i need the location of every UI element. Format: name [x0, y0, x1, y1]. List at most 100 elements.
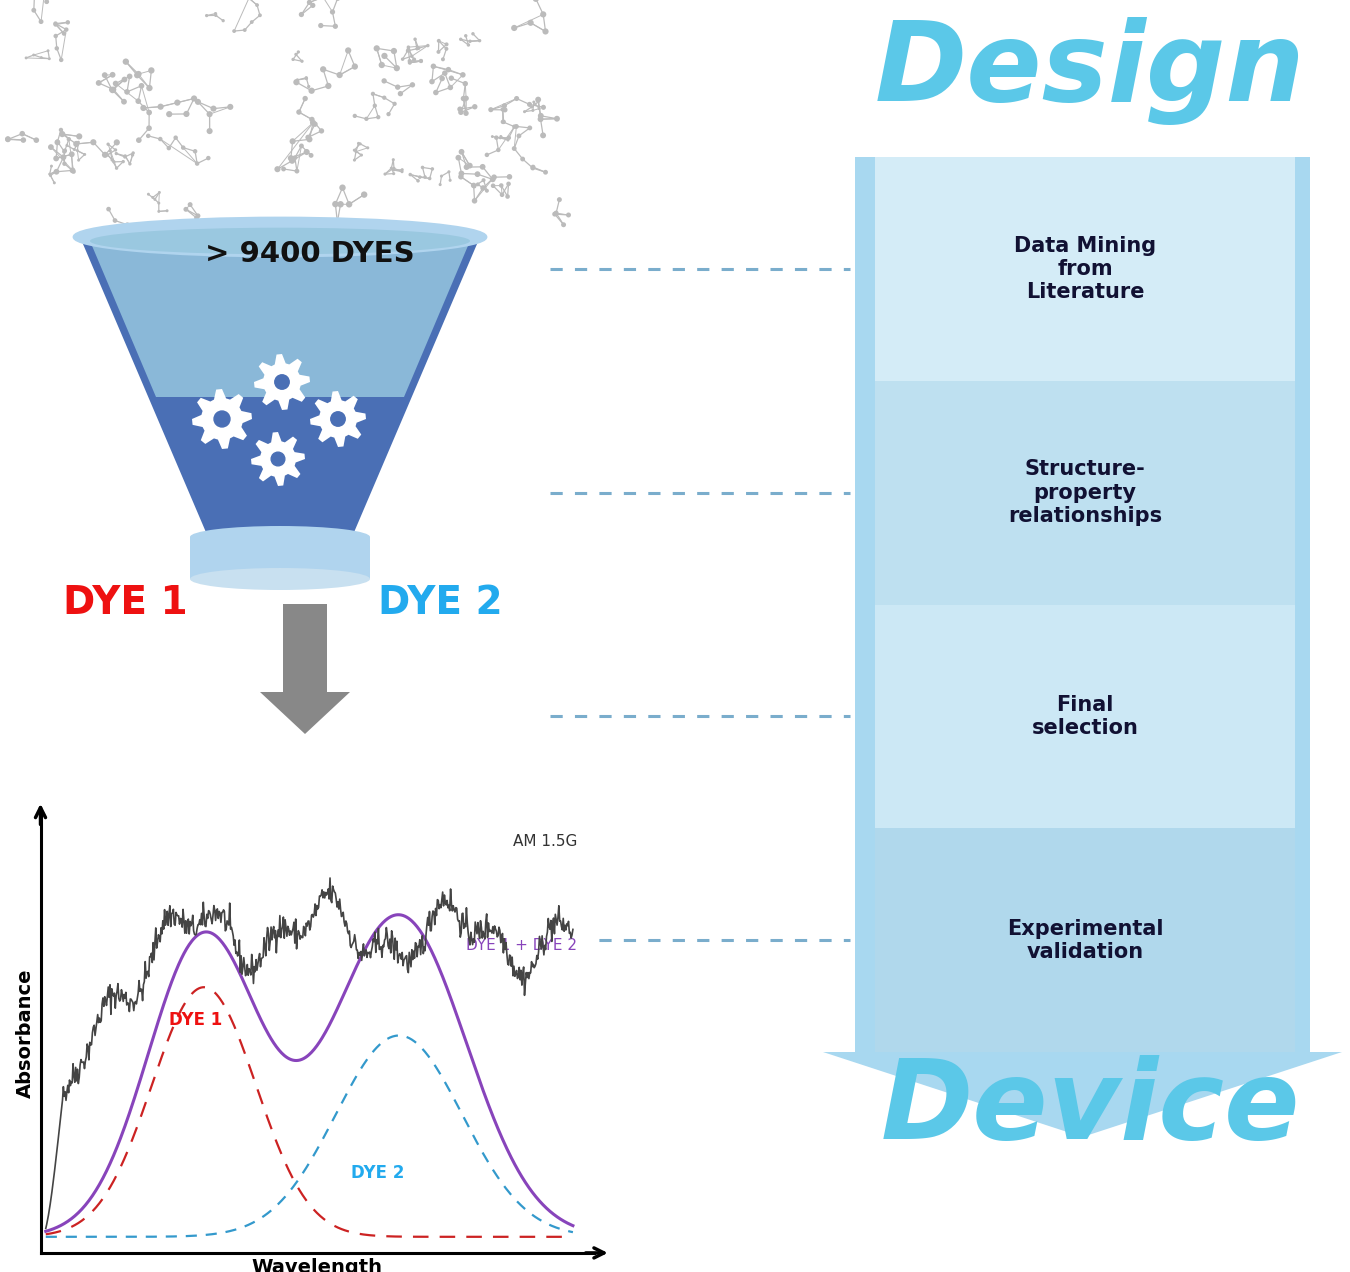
Circle shape	[112, 160, 116, 164]
Circle shape	[128, 163, 131, 165]
Circle shape	[352, 64, 358, 70]
Circle shape	[500, 192, 505, 197]
Circle shape	[207, 156, 211, 160]
Circle shape	[126, 223, 130, 228]
Circle shape	[109, 86, 115, 93]
Circle shape	[215, 14, 217, 17]
Circle shape	[482, 178, 486, 182]
Circle shape	[54, 23, 58, 27]
Circle shape	[146, 85, 153, 92]
Ellipse shape	[190, 569, 370, 590]
Circle shape	[537, 113, 544, 118]
Circle shape	[392, 172, 396, 176]
Circle shape	[115, 151, 117, 155]
Circle shape	[401, 170, 404, 173]
Circle shape	[124, 89, 130, 94]
Circle shape	[427, 43, 429, 47]
Circle shape	[522, 111, 526, 113]
Circle shape	[531, 106, 533, 108]
Circle shape	[485, 188, 489, 193]
Circle shape	[460, 73, 466, 78]
Circle shape	[459, 38, 463, 41]
Circle shape	[506, 174, 512, 179]
FancyBboxPatch shape	[875, 380, 1295, 604]
Circle shape	[140, 104, 147, 111]
Circle shape	[113, 149, 117, 151]
Circle shape	[433, 90, 439, 95]
Circle shape	[158, 191, 161, 193]
Circle shape	[109, 88, 116, 93]
Circle shape	[54, 140, 61, 145]
Circle shape	[47, 57, 51, 60]
Circle shape	[69, 151, 74, 158]
Circle shape	[514, 125, 518, 128]
Circle shape	[135, 71, 142, 78]
Circle shape	[305, 76, 308, 80]
Circle shape	[335, 219, 340, 225]
Circle shape	[554, 116, 560, 122]
Circle shape	[135, 98, 142, 104]
Circle shape	[459, 170, 464, 177]
Circle shape	[59, 57, 63, 62]
Circle shape	[540, 132, 545, 139]
Circle shape	[62, 32, 66, 36]
Circle shape	[134, 73, 140, 79]
Circle shape	[294, 169, 300, 173]
Circle shape	[109, 73, 116, 78]
Text: Structure-
property
relationships: Structure- property relationships	[1008, 459, 1162, 525]
Circle shape	[537, 107, 540, 111]
Circle shape	[491, 135, 494, 137]
Circle shape	[108, 149, 112, 153]
Circle shape	[406, 50, 409, 52]
Circle shape	[227, 104, 234, 109]
Polygon shape	[855, 156, 1310, 1052]
Circle shape	[115, 167, 119, 170]
Circle shape	[441, 57, 446, 61]
Circle shape	[298, 11, 304, 17]
Circle shape	[111, 158, 113, 162]
Circle shape	[332, 201, 339, 207]
Circle shape	[471, 32, 475, 36]
Circle shape	[296, 109, 301, 114]
Circle shape	[444, 47, 448, 51]
Circle shape	[439, 183, 441, 186]
Circle shape	[105, 153, 109, 156]
Circle shape	[147, 193, 150, 196]
Circle shape	[302, 95, 308, 102]
Circle shape	[62, 162, 66, 165]
Circle shape	[107, 142, 109, 146]
Circle shape	[63, 28, 69, 32]
Circle shape	[24, 56, 27, 60]
Circle shape	[506, 182, 510, 186]
Circle shape	[31, 8, 36, 13]
Circle shape	[364, 117, 369, 121]
Circle shape	[352, 149, 356, 151]
Circle shape	[528, 126, 532, 130]
Circle shape	[552, 211, 558, 216]
Circle shape	[5, 136, 11, 141]
Circle shape	[112, 219, 117, 223]
Circle shape	[329, 9, 335, 14]
Text: Device: Device	[880, 1054, 1300, 1163]
Circle shape	[366, 146, 370, 149]
Circle shape	[47, 50, 50, 52]
Circle shape	[50, 164, 53, 168]
Circle shape	[444, 42, 448, 46]
Circle shape	[512, 25, 517, 31]
Circle shape	[319, 128, 324, 134]
Polygon shape	[254, 354, 310, 410]
Ellipse shape	[190, 527, 370, 548]
Circle shape	[123, 155, 127, 159]
Circle shape	[448, 75, 454, 81]
Circle shape	[448, 85, 454, 90]
Circle shape	[431, 64, 436, 69]
Circle shape	[360, 154, 363, 156]
Circle shape	[166, 111, 173, 117]
Circle shape	[356, 142, 360, 145]
Circle shape	[296, 79, 300, 81]
Circle shape	[406, 46, 410, 48]
Circle shape	[53, 182, 55, 184]
Circle shape	[306, 85, 310, 88]
Circle shape	[320, 66, 327, 73]
Circle shape	[458, 109, 463, 114]
